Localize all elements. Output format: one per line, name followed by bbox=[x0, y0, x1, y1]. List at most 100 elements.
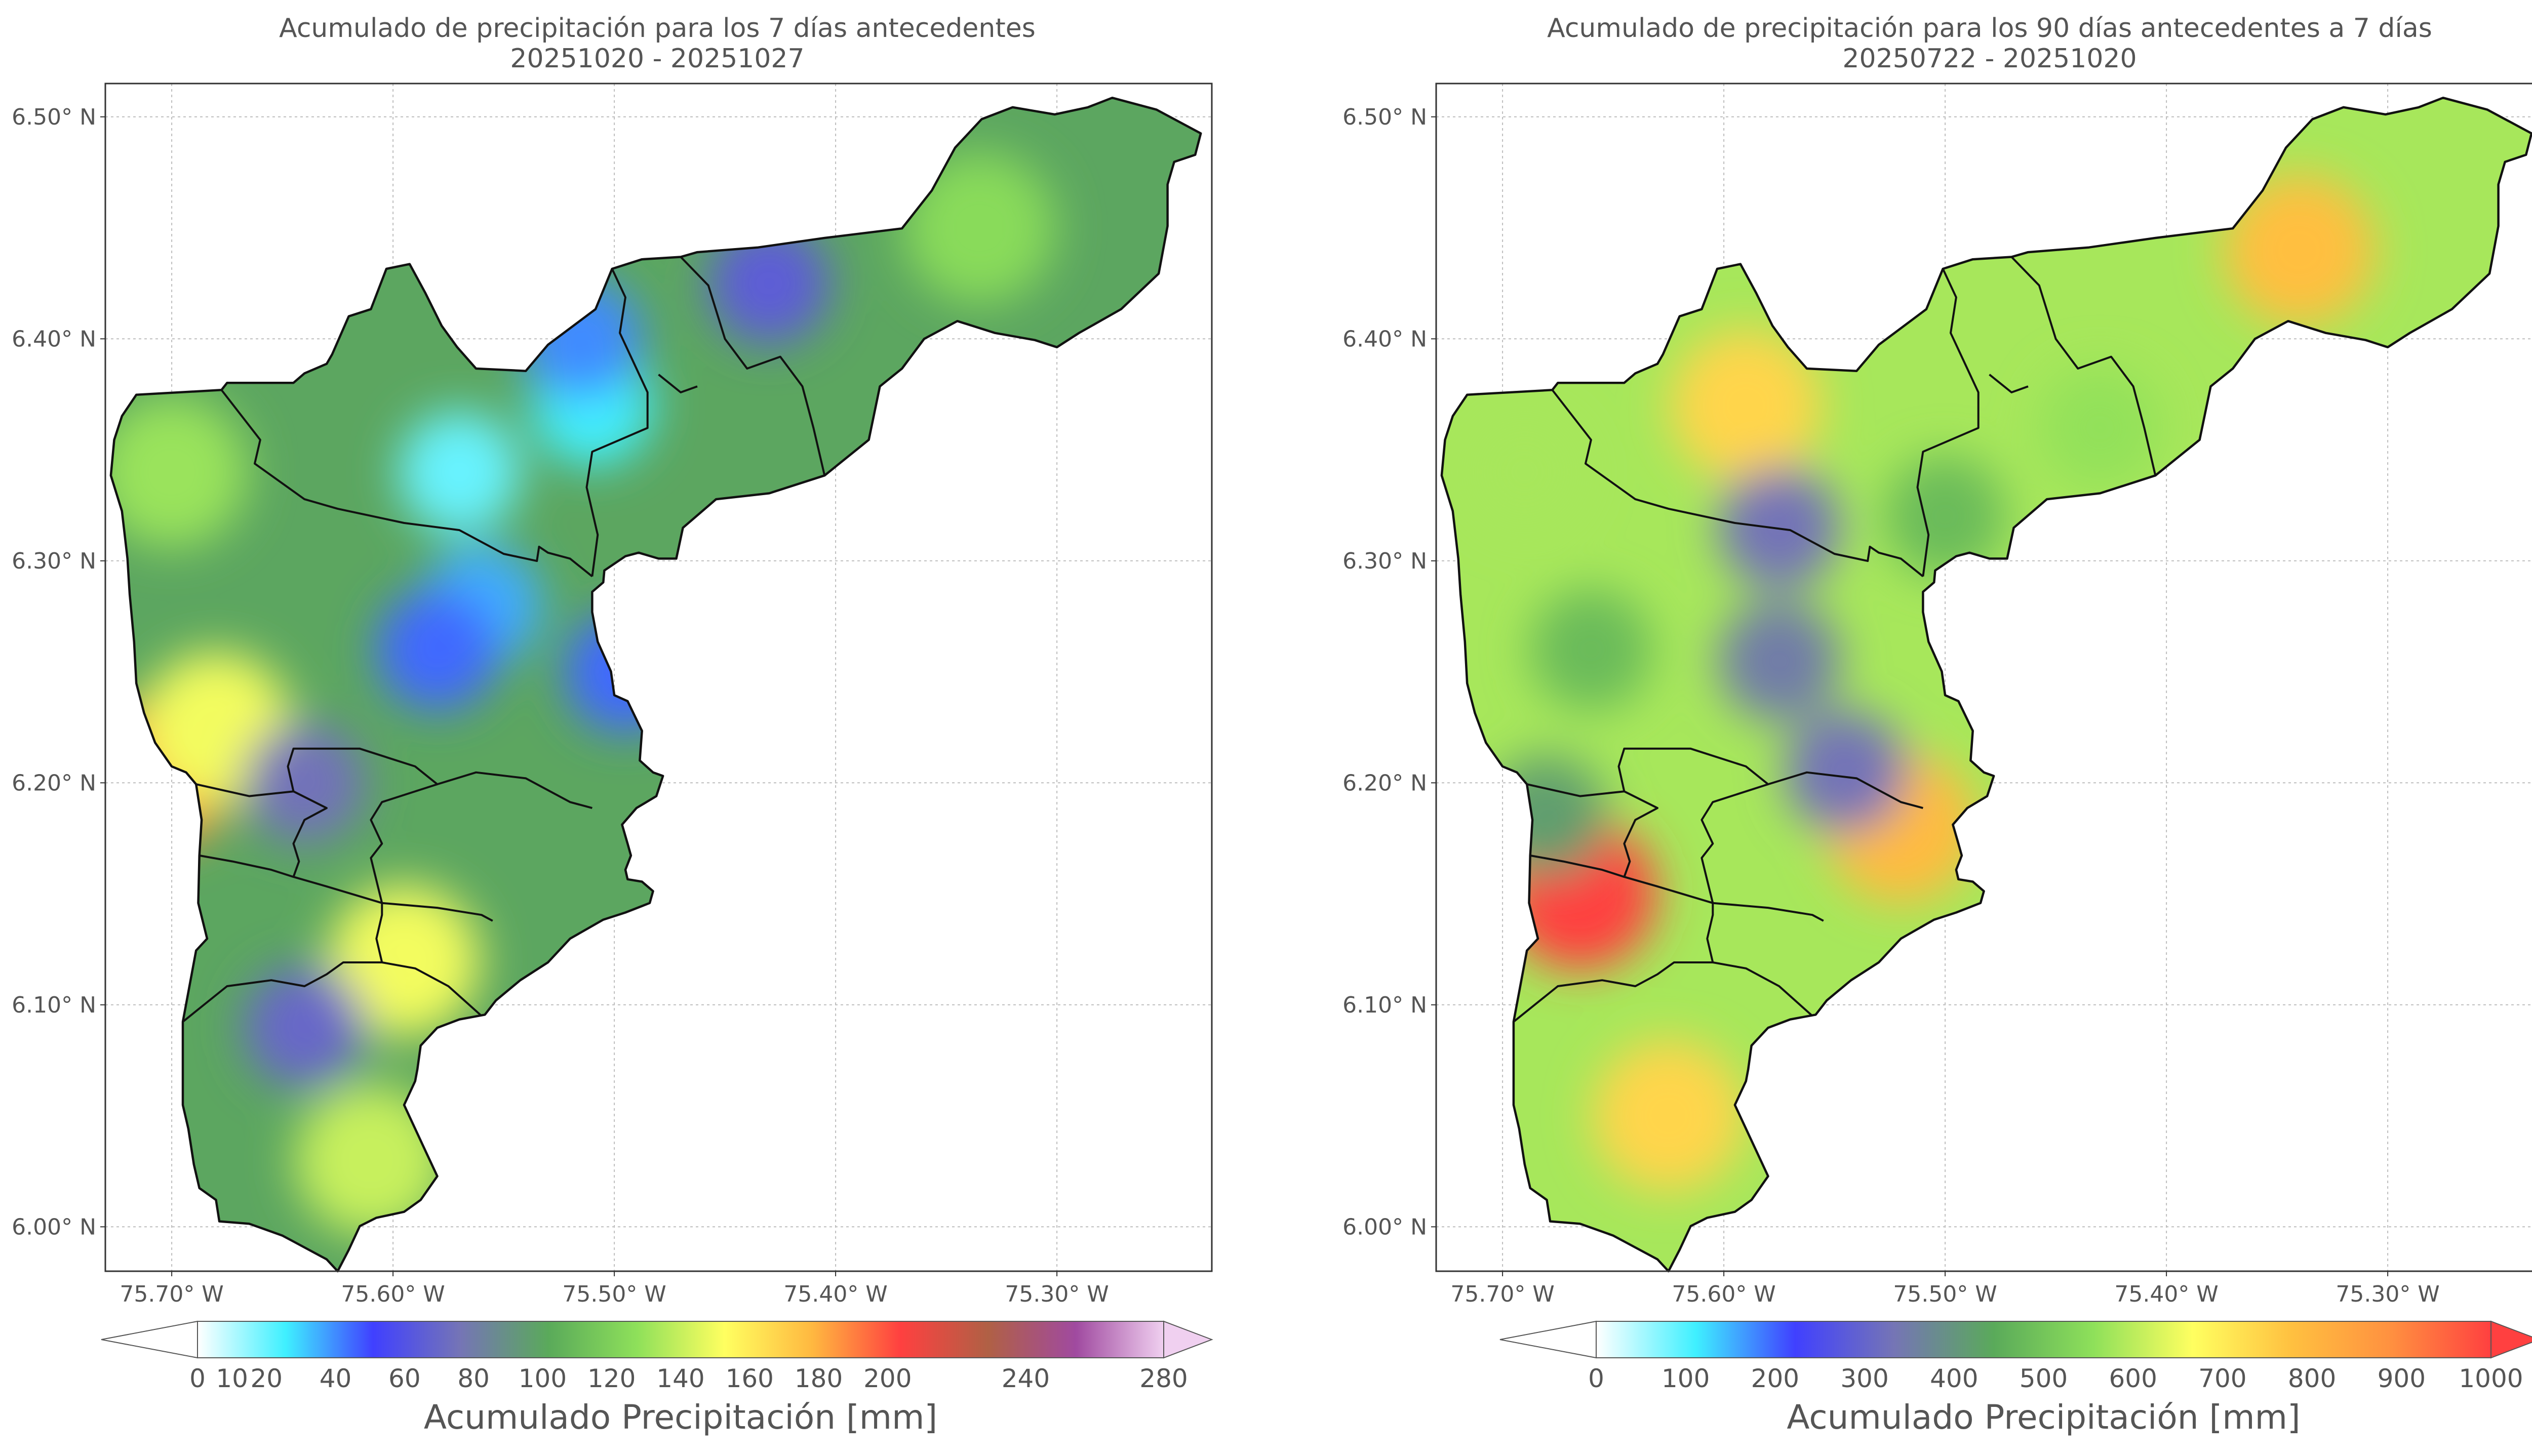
basin-outline bbox=[109, 96, 1202, 1273]
field-cell bbox=[244, 722, 366, 844]
colorbar-tick-label: 200 bbox=[1751, 1364, 1799, 1393]
precipitation-field bbox=[110, 98, 1201, 1272]
colorbar-extend-max bbox=[2490, 1320, 2532, 1359]
subbasin-boundary bbox=[1706, 903, 1714, 963]
colorbar-tick-label: 10 bbox=[216, 1364, 248, 1393]
y-tick-label: 6.50° N bbox=[1342, 104, 1427, 130]
colorbar-tick-label: 0 bbox=[189, 1364, 206, 1393]
x-tick-label: 75.50° W bbox=[1893, 1281, 1997, 1307]
field-cell bbox=[903, 152, 1056, 304]
subbasin-boundary bbox=[1617, 747, 1923, 810]
subbasin-boundary bbox=[182, 961, 483, 1023]
y-tick-label: 6.10° N bbox=[1342, 992, 1427, 1018]
precipitation-field bbox=[1441, 98, 2532, 1272]
y-tick-label: 6.30° N bbox=[1342, 548, 1427, 574]
y-tick-label: 6.20° N bbox=[1342, 770, 1427, 796]
y-tick-label: 6.10° N bbox=[12, 992, 96, 1018]
subbasin-boundary bbox=[220, 389, 593, 578]
subbasin-boundary bbox=[1700, 783, 1769, 904]
colorbar-tick-label: 800 bbox=[2288, 1364, 2336, 1393]
colorbar-tick-label: 300 bbox=[1840, 1364, 1888, 1393]
colorbar-tick-label: 500 bbox=[2020, 1364, 2068, 1393]
colorbar-extend-max bbox=[1163, 1320, 1213, 1359]
colorbar-tick-label: 240 bbox=[1002, 1364, 1050, 1393]
field-cell bbox=[1592, 1040, 1745, 1192]
subbasin-boundary bbox=[287, 747, 592, 810]
x-tick-label: 75.30° W bbox=[2336, 1281, 2439, 1307]
colorbar-extend-min bbox=[101, 1320, 198, 1359]
field-cell bbox=[376, 589, 498, 711]
colorbar bbox=[1596, 1321, 2491, 1358]
field-cell bbox=[244, 966, 366, 1088]
colorbar-tick-label: 100 bbox=[519, 1364, 567, 1393]
colorbar-tick-label: 280 bbox=[1139, 1364, 1188, 1393]
y-tick-label: 6.30° N bbox=[12, 548, 96, 574]
map-frame bbox=[104, 83, 1213, 1272]
subbasin-boundary bbox=[1513, 961, 1813, 1023]
x-tick-label: 75.40° W bbox=[783, 1281, 887, 1307]
colorbar-tick-label: 140 bbox=[656, 1364, 704, 1393]
x-tick-label: 75.60° W bbox=[341, 1281, 445, 1307]
subbasin-boundary bbox=[1989, 374, 2029, 393]
x-tick-label: 75.50° W bbox=[562, 1281, 666, 1307]
subbasin-boundary bbox=[585, 268, 649, 577]
chart-panel-7-days: Acumulado de precipitación para los 7 dí… bbox=[12, 13, 1213, 1437]
x-tick-label: 75.70° W bbox=[120, 1281, 223, 1307]
field-cell bbox=[708, 222, 830, 344]
y-tick-label: 6.00° N bbox=[12, 1214, 96, 1240]
field-cell bbox=[1718, 467, 1840, 588]
field-cell bbox=[1718, 600, 1840, 722]
y-tick-label: 6.50° N bbox=[12, 104, 96, 130]
subbasin-boundary bbox=[1916, 268, 1980, 577]
x-tick-label: 75.60° W bbox=[1672, 1281, 1775, 1307]
x-tick-label: 75.30° W bbox=[1005, 1281, 1109, 1307]
colorbar-tick-label: 1000 bbox=[2459, 1364, 2523, 1393]
colorbar-tick-label: 60 bbox=[388, 1364, 421, 1393]
subbasin-boundary bbox=[680, 256, 826, 476]
field-cell bbox=[1670, 329, 1822, 481]
field-cell bbox=[2223, 174, 2376, 326]
subbasin-boundary bbox=[1551, 389, 1924, 578]
subbasin-boundary bbox=[1530, 854, 1625, 878]
colorbar-tick-label: 600 bbox=[2109, 1364, 2157, 1393]
field-cell bbox=[564, 611, 686, 733]
colorbar-label: Acumulado Precipitación [mm] bbox=[424, 1398, 937, 1437]
x-tick-label: 75.70° W bbox=[1450, 1281, 1554, 1307]
subbasin-boundary bbox=[2010, 256, 2157, 476]
colorbar-tick-label: 160 bbox=[726, 1364, 774, 1393]
field-cell bbox=[1884, 456, 2006, 578]
colorbar-tick-label: 200 bbox=[863, 1364, 912, 1393]
subbasin-boundary bbox=[375, 903, 383, 963]
field-cell bbox=[2039, 367, 2161, 489]
y-tick-label: 6.00° N bbox=[1342, 1214, 1427, 1240]
colorbar-tick-label: 900 bbox=[2378, 1364, 2426, 1393]
y-tick-label: 6.40° N bbox=[1342, 326, 1427, 352]
colorbar-tick-label: 80 bbox=[457, 1364, 490, 1393]
colorbar-label: Acumulado Precipitación [mm] bbox=[1787, 1398, 2300, 1437]
y-tick-label: 6.40° N bbox=[12, 326, 96, 352]
colorbar-tick-label: 20 bbox=[250, 1364, 283, 1393]
map-frame bbox=[1435, 83, 2532, 1272]
subbasin-boundary bbox=[658, 374, 698, 393]
colorbar-tick-label: 180 bbox=[795, 1364, 843, 1393]
chart-panel-90-days: Acumulado de precipitación para los 90 d… bbox=[1342, 13, 2532, 1437]
x-tick-label: 75.40° W bbox=[2114, 1281, 2218, 1307]
chart-title: Acumulado de precipitación para los 7 dí… bbox=[279, 13, 1036, 44]
subbasin-boundary bbox=[370, 783, 438, 904]
colorbar bbox=[197, 1321, 1164, 1358]
colorbar-tick-label: 400 bbox=[1930, 1364, 1978, 1393]
colorbar-tick-label: 0 bbox=[1588, 1364, 1604, 1393]
y-tick-label: 6.20° N bbox=[12, 770, 96, 796]
chart-title: Acumulado de precipitación para los 90 d… bbox=[1547, 13, 2432, 44]
field-cell bbox=[1463, 411, 1586, 533]
field-cell bbox=[328, 884, 480, 1037]
field-cell bbox=[1785, 711, 1907, 833]
colorbar-extend-min bbox=[1499, 1320, 1597, 1359]
colorbar-tick-label: 700 bbox=[2198, 1364, 2246, 1393]
field-cell bbox=[295, 1084, 447, 1236]
colorbar-tick-label: 100 bbox=[1661, 1364, 1710, 1393]
subbasin-boundary bbox=[199, 854, 294, 878]
chart-subtitle: 20251020 - 20251027 bbox=[510, 44, 804, 74]
chart-subtitle: 20250722 - 20251020 bbox=[1842, 44, 2137, 74]
